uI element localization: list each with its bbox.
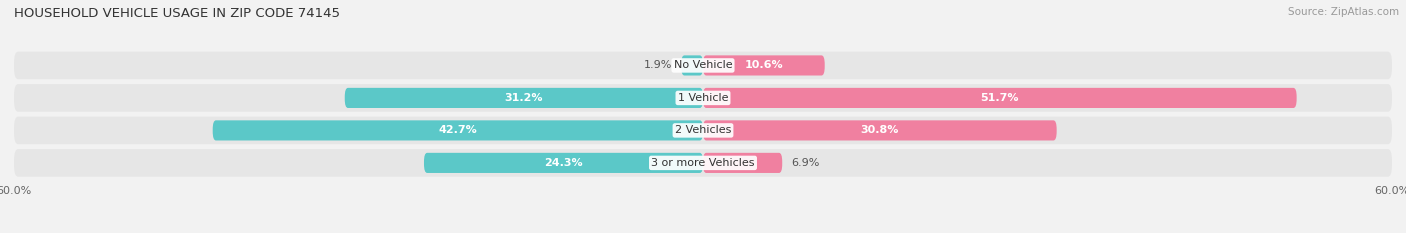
FancyBboxPatch shape (703, 153, 782, 173)
Text: 10.6%: 10.6% (745, 60, 783, 70)
FancyBboxPatch shape (703, 120, 1057, 140)
Text: 51.7%: 51.7% (980, 93, 1019, 103)
Text: 6.9%: 6.9% (792, 158, 820, 168)
Text: 42.7%: 42.7% (439, 125, 477, 135)
FancyBboxPatch shape (703, 55, 825, 75)
Text: 3 or more Vehicles: 3 or more Vehicles (651, 158, 755, 168)
Text: 1.9%: 1.9% (644, 60, 672, 70)
Text: 24.3%: 24.3% (544, 158, 583, 168)
FancyBboxPatch shape (344, 88, 703, 108)
FancyBboxPatch shape (425, 153, 703, 173)
FancyBboxPatch shape (681, 55, 703, 75)
Text: No Vehicle: No Vehicle (673, 60, 733, 70)
Text: 31.2%: 31.2% (505, 93, 543, 103)
Text: 1 Vehicle: 1 Vehicle (678, 93, 728, 103)
FancyBboxPatch shape (14, 84, 1392, 112)
Text: HOUSEHOLD VEHICLE USAGE IN ZIP CODE 74145: HOUSEHOLD VEHICLE USAGE IN ZIP CODE 7414… (14, 7, 340, 20)
Text: 2 Vehicles: 2 Vehicles (675, 125, 731, 135)
FancyBboxPatch shape (14, 52, 1392, 79)
FancyBboxPatch shape (703, 88, 1296, 108)
FancyBboxPatch shape (14, 116, 1392, 144)
Text: Source: ZipAtlas.com: Source: ZipAtlas.com (1288, 7, 1399, 17)
Text: 30.8%: 30.8% (860, 125, 898, 135)
FancyBboxPatch shape (212, 120, 703, 140)
FancyBboxPatch shape (14, 149, 1392, 177)
